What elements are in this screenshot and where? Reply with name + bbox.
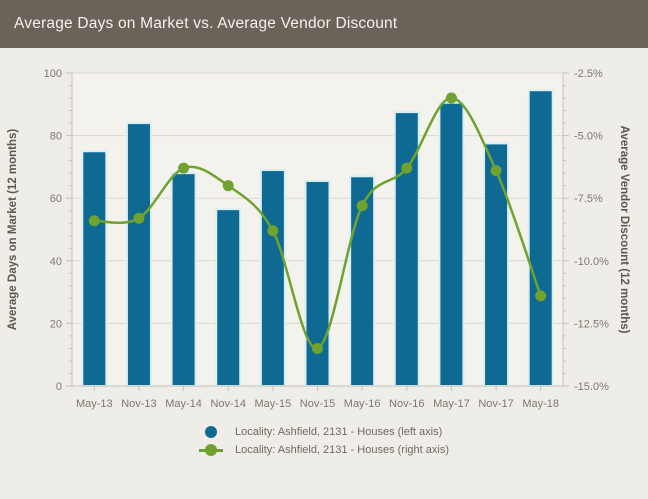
x-tick-label: Nov-16 <box>389 398 424 410</box>
y-left-tick-label: 0 <box>56 381 62 393</box>
chart-header: Average Days on Market vs. Average Vendo… <box>0 0 648 48</box>
bar-may-16 <box>349 175 376 387</box>
x-tick-label: May-17 <box>433 398 470 410</box>
bar-nov-17 <box>483 142 510 387</box>
y-left-axis-title: Average Days on Market (12 months) <box>7 129 19 331</box>
line-point-nov-13 <box>133 212 145 224</box>
x-tick-label: May-13 <box>76 398 113 410</box>
y-left-tick-label: 40 <box>50 256 62 268</box>
legend-item-line: Locality: Ashfield, 2131 - Houses (right… <box>199 444 449 456</box>
chart-title: Average Days on Market vs. Average Vendo… <box>14 15 398 32</box>
chart-area: 0 20 40 60 80 100 -2.5% -5.0% -7.5% -10.0% -12.5% -… <box>0 48 648 499</box>
y-right-axis-title: Average Vendor Discount (12 months) <box>618 126 630 334</box>
x-tick-label: Nov-17 <box>478 398 513 410</box>
y-right-tick-label: -15.0% <box>574 381 609 393</box>
line-point-may-15 <box>267 225 279 237</box>
line-point-nov-15 <box>312 342 323 354</box>
x-tick-label: May-15 <box>255 398 292 410</box>
line-point-may-17 <box>445 92 457 104</box>
line-series-swatch-icon <box>199 444 223 456</box>
chart-canvas: 0 20 40 60 80 100 -2.5% -5.0% -7.5% -10.0% -12.5% -… <box>7 68 630 410</box>
bar-nov-15 <box>304 179 331 387</box>
line-point-may-13 <box>88 215 100 227</box>
legend-item-bars: Locality: Ashfield, 2131 - Houses (left … <box>199 426 449 438</box>
x-tick-label: Nov-13 <box>121 398 156 410</box>
line-point-nov-17 <box>490 165 502 177</box>
bar-may-14 <box>170 172 197 387</box>
y-right-tick-label: -2.5% <box>574 68 603 80</box>
y-left-tick-label: 20 <box>50 318 62 330</box>
y-right-tick-label: -5.0% <box>574 131 603 143</box>
line-point-may-18 <box>535 290 547 302</box>
line-point-nov-14 <box>222 180 234 192</box>
y-left-tick-label: 100 <box>44 68 62 80</box>
y-left-tick-label: 60 <box>50 193 62 205</box>
bar-may-17 <box>438 101 465 388</box>
line-point-may-14 <box>178 162 190 174</box>
bar-may-18 <box>527 89 554 387</box>
x-tick-label: Nov-15 <box>300 398 335 410</box>
bar-nov-13 <box>125 122 152 388</box>
bar-series-swatch-icon <box>199 426 223 438</box>
y-left-tick-label: 80 <box>50 131 62 143</box>
legend-label-line: Locality: Ashfield, 2131 - Houses (right… <box>235 444 449 456</box>
y-right-tick-label: -12.5% <box>574 318 609 330</box>
legend-label-bars: Locality: Ashfield, 2131 - Houses (left … <box>235 426 443 438</box>
chart-legend: Locality: Ashfield, 2131 - Houses (left … <box>0 426 648 456</box>
line-point-nov-16 <box>401 162 413 174</box>
x-tick-label: May-14 <box>165 398 202 410</box>
line-point-may-16 <box>356 200 368 212</box>
y-right-tick-label: -10.0% <box>574 256 609 268</box>
y-right-tick-label: -7.5% <box>574 193 603 205</box>
x-tick-label: May-18 <box>522 398 559 410</box>
x-tick-label: May-16 <box>344 398 381 410</box>
bar-nov-14 <box>215 208 242 387</box>
bar-may-15 <box>259 169 286 387</box>
bar-may-13 <box>81 150 108 387</box>
x-tick-label: Nov-14 <box>210 398 245 410</box>
